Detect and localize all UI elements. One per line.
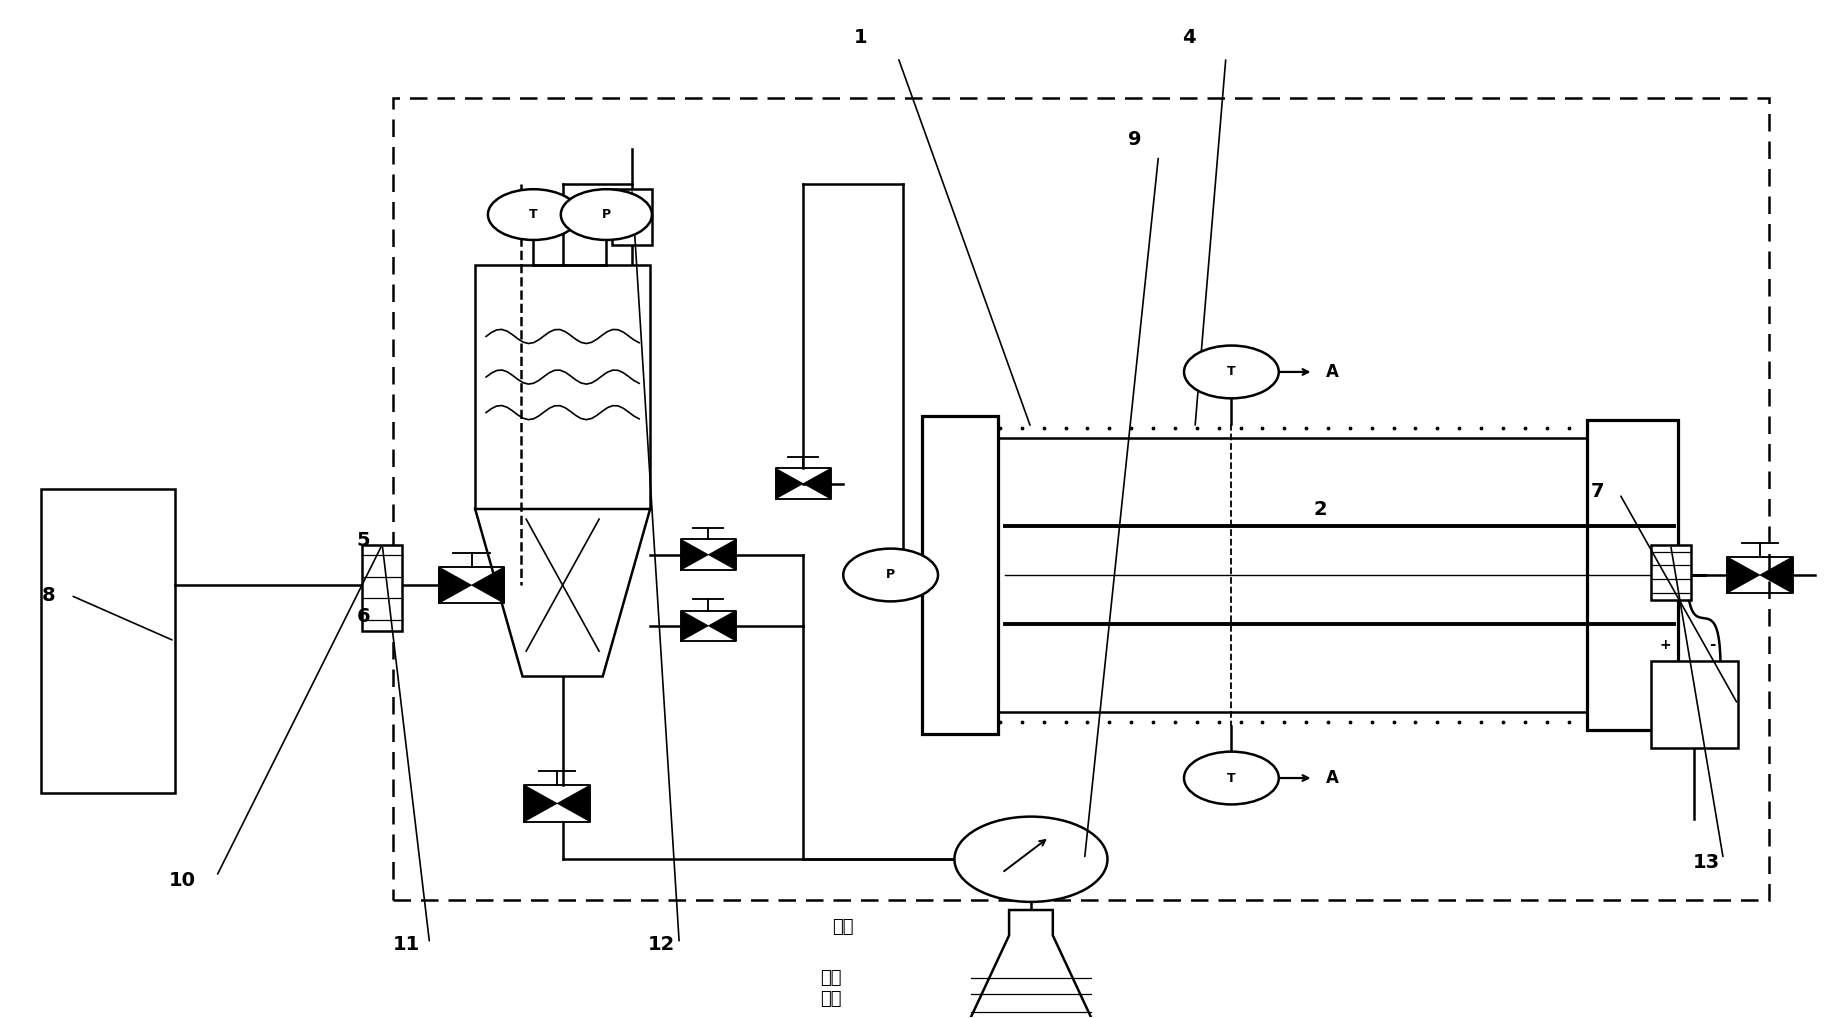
Text: 13: 13 bbox=[1692, 853, 1719, 872]
Bar bbox=[611, 189, 652, 245]
Text: 2: 2 bbox=[1314, 500, 1327, 519]
Text: P: P bbox=[602, 208, 611, 221]
Text: 6: 6 bbox=[356, 607, 370, 626]
Bar bbox=[1586, 419, 1677, 730]
Polygon shape bbox=[438, 567, 471, 604]
Polygon shape bbox=[962, 910, 1100, 1018]
Polygon shape bbox=[1759, 557, 1792, 593]
Text: 电子
天平: 电子 天平 bbox=[819, 969, 841, 1008]
Text: A: A bbox=[1327, 363, 1340, 381]
Text: 4: 4 bbox=[1183, 29, 1195, 47]
Bar bbox=[922, 415, 998, 734]
Polygon shape bbox=[681, 611, 708, 641]
Polygon shape bbox=[524, 785, 557, 822]
Polygon shape bbox=[474, 509, 650, 677]
Circle shape bbox=[1184, 751, 1279, 804]
Text: 溶液: 溶液 bbox=[832, 918, 854, 937]
Polygon shape bbox=[776, 468, 803, 499]
Circle shape bbox=[843, 549, 938, 602]
Text: 5: 5 bbox=[356, 530, 370, 550]
Circle shape bbox=[1184, 345, 1279, 398]
Polygon shape bbox=[681, 540, 708, 570]
Text: T: T bbox=[1226, 772, 1236, 785]
Bar bbox=[474, 266, 650, 509]
Circle shape bbox=[487, 189, 579, 240]
Polygon shape bbox=[471, 567, 504, 604]
Bar bbox=[1650, 662, 1737, 747]
Text: 12: 12 bbox=[648, 935, 675, 954]
Text: 9: 9 bbox=[1128, 129, 1141, 149]
Polygon shape bbox=[708, 540, 735, 570]
Text: T: T bbox=[1226, 365, 1236, 379]
Bar bbox=[1650, 545, 1690, 601]
Bar bbox=[392, 98, 1768, 900]
Circle shape bbox=[560, 189, 652, 240]
Text: 8: 8 bbox=[42, 586, 55, 606]
Text: -: - bbox=[1708, 637, 1715, 653]
Circle shape bbox=[954, 816, 1108, 902]
Polygon shape bbox=[708, 611, 735, 641]
Text: 11: 11 bbox=[392, 935, 420, 954]
Text: T: T bbox=[529, 208, 538, 221]
Text: 10: 10 bbox=[170, 870, 195, 890]
Polygon shape bbox=[803, 468, 830, 499]
Bar bbox=[991, 438, 1586, 712]
Bar bbox=[361, 545, 402, 631]
Text: 1: 1 bbox=[854, 29, 869, 47]
Text: A: A bbox=[1327, 769, 1340, 787]
Text: +: + bbox=[1659, 638, 1672, 653]
Bar bbox=[42, 489, 175, 793]
Text: P: P bbox=[887, 568, 896, 581]
Text: 7: 7 bbox=[1590, 482, 1604, 501]
Polygon shape bbox=[1726, 557, 1759, 593]
Polygon shape bbox=[557, 785, 589, 822]
